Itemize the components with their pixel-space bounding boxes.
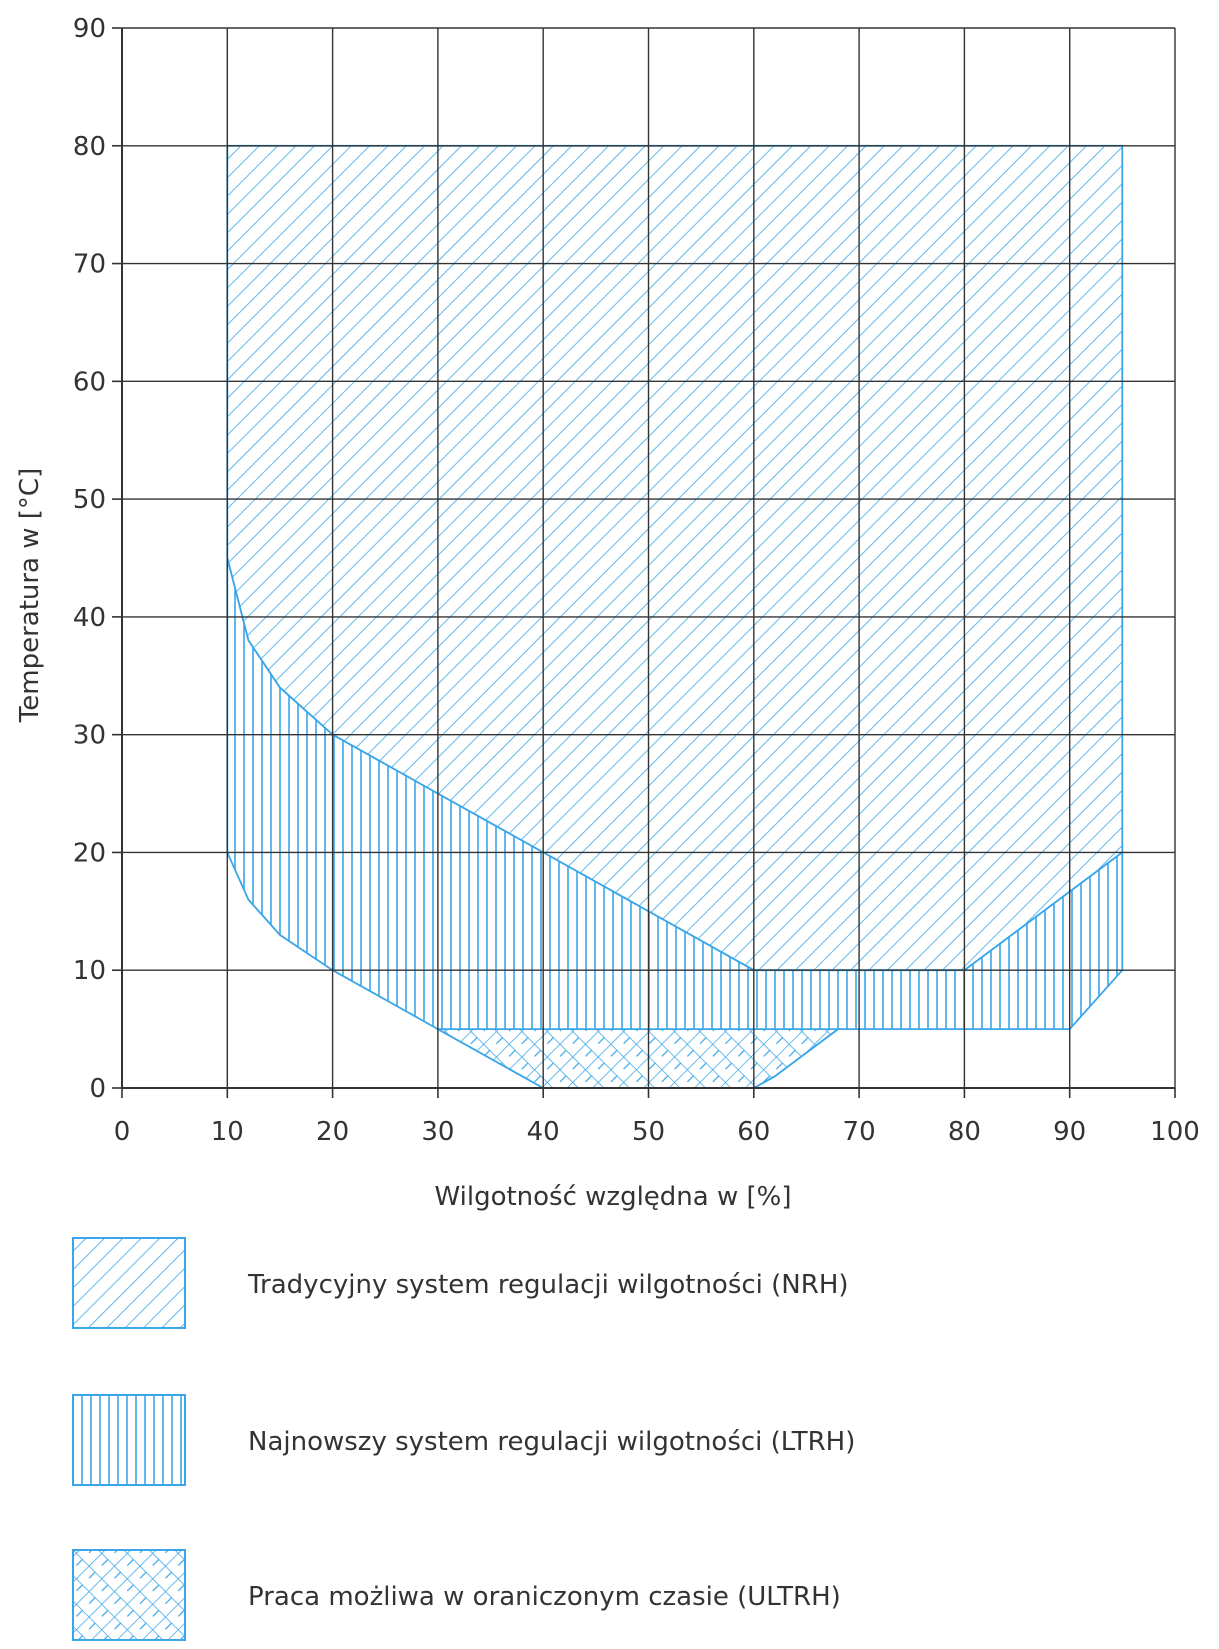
x-tick-label: 30	[421, 1117, 454, 1147]
y-tick-label: 40	[73, 603, 106, 633]
x-tick-label: 20	[316, 1117, 349, 1147]
y-tick-label: 30	[73, 721, 106, 751]
y-tick-label: 0	[89, 1074, 106, 1104]
x-tick-label: 10	[211, 1117, 244, 1147]
x-tick-label: 80	[948, 1117, 981, 1147]
y-tick-label: 20	[73, 838, 106, 868]
y-tick-label: 70	[73, 250, 106, 280]
y-tick-labels: 0 10 20 30 40 50 60 70 80 90	[73, 14, 106, 1104]
axes	[112, 27, 1176, 1098]
y-tick-label: 90	[73, 14, 106, 44]
x-tick-label: 50	[632, 1117, 665, 1147]
x-tick-label: 70	[843, 1117, 876, 1147]
x-tick-label: 40	[527, 1117, 560, 1147]
x-tick-labels: 0 10 20 30 40 50 60 70 80 90 100	[114, 1117, 1200, 1147]
y-tick-label: 60	[73, 367, 106, 397]
legend-label-1: Tradycyjny system regulacji wilgotności …	[247, 1270, 849, 1300]
legend-label-3: Praca możliwa w oraniczonym czasie (ULTR…	[248, 1582, 841, 1612]
y-tick-label: 80	[73, 132, 106, 162]
y-tick-label: 50	[73, 485, 106, 515]
y-axis-title: Temperatura w [°C]	[15, 468, 45, 723]
x-axis-title: Wilgotność względna w [%]	[434, 1182, 791, 1212]
legend: Tradycyjny system regulacji wilgotności …	[72, 1237, 855, 1641]
legend-swatch-2	[72, 1394, 186, 1486]
legend-swatch-3	[72, 1549, 186, 1641]
legend-label-2: Najnowszy system regulacji wilgotności (…	[248, 1427, 855, 1457]
x-tick-label: 0	[114, 1117, 131, 1147]
x-tick-label: 100	[1150, 1117, 1200, 1147]
grid-lines	[122, 27, 1176, 1088]
legend-swatch-1	[72, 1237, 186, 1329]
y-tick-label: 10	[73, 956, 106, 986]
hatched-regions	[226, 144, 1124, 1089]
x-tick-label: 60	[737, 1117, 770, 1147]
region-3	[434, 1028, 841, 1089]
x-tick-label: 90	[1053, 1117, 1086, 1147]
